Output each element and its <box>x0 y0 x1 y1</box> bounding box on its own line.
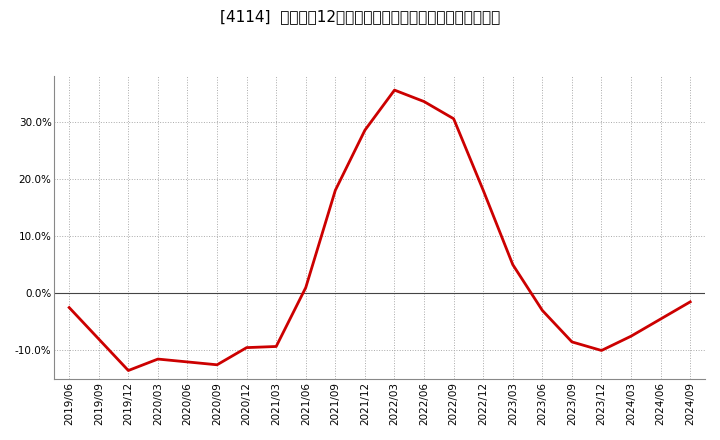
Text: [4114]  売上高の12か月移動合計の対前年同期増減率の推移: [4114] 売上高の12か月移動合計の対前年同期増減率の推移 <box>220 9 500 24</box>
